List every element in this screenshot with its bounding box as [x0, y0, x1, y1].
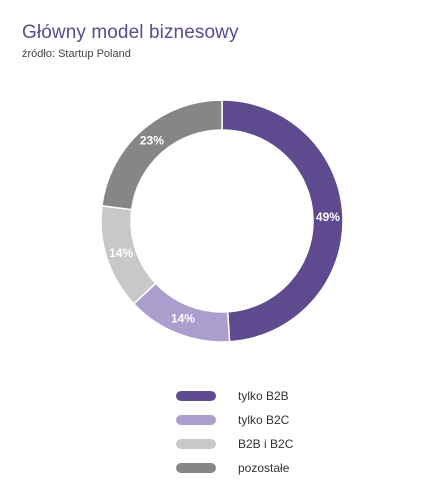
chart-subtitle: źródło: Startup Poland [22, 48, 131, 60]
legend-item-b2b-i-b2c: B2B i B2C [176, 432, 376, 456]
data-label-pozostale: 23% [140, 134, 164, 148]
chart-title: Główny model biznesowy [22, 22, 239, 43]
legend-label: tylko B2B [238, 389, 289, 403]
donut-segment-tylko-b2b [221, 99, 344, 343]
legend-item-tylko-b2c: tylko B2C [176, 408, 376, 432]
legend: tylko B2B tylko B2C B2B i B2C pozostałe [176, 384, 376, 480]
legend-label: pozostałe [238, 461, 290, 475]
data-label-b2b-i-b2c: 14% [109, 246, 133, 260]
legend-item-pozostale: pozostałe [176, 456, 376, 480]
data-label-tylko-b2c: 14% [171, 312, 195, 326]
legend-item-tylko-b2b: tylko B2B [176, 384, 376, 408]
legend-label: tylko B2C [238, 413, 290, 427]
legend-swatch [176, 463, 216, 473]
legend-swatch [176, 415, 216, 425]
legend-swatch [176, 439, 216, 449]
donut-segment-pozostale [101, 99, 223, 211]
data-label-tylko-b2b: 49% [316, 210, 340, 224]
legend-swatch [176, 391, 216, 401]
legend-label: B2B i B2C [238, 437, 294, 451]
